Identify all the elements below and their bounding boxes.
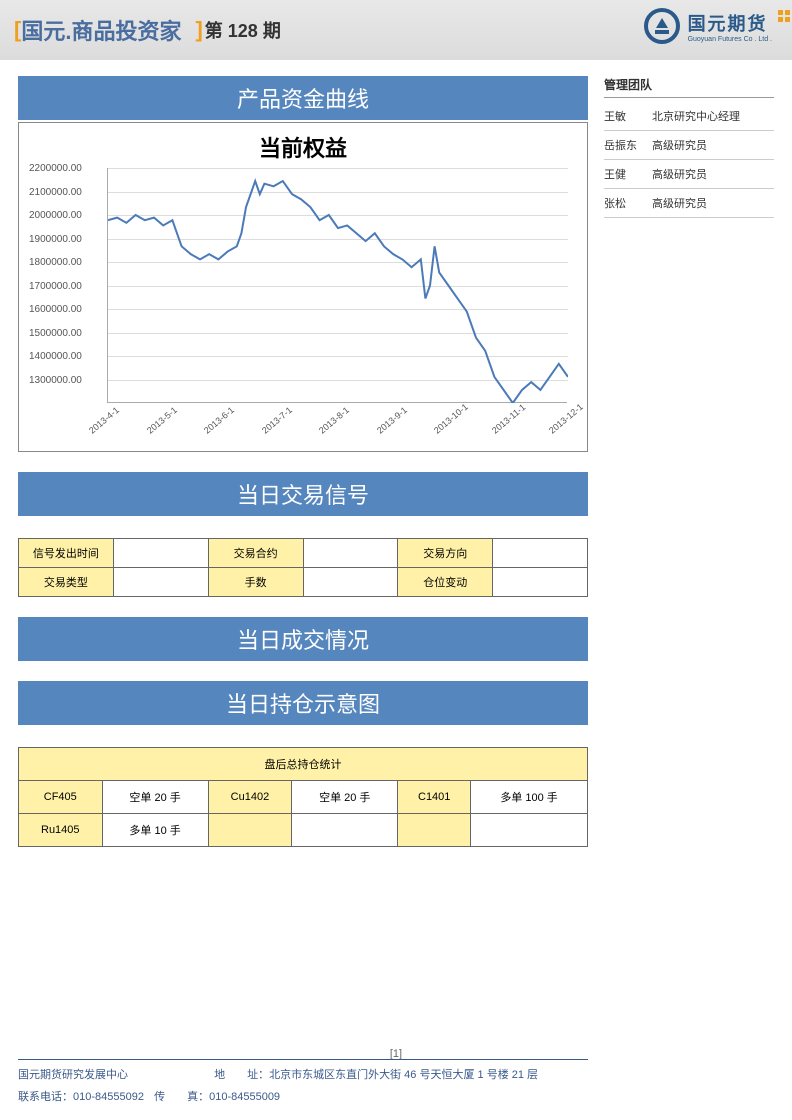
x-tick: 2013-12-1: [547, 402, 585, 436]
holding-cell: [471, 814, 588, 847]
sidebar: 管理团队 王敏北京研究中心经理岳振东高级研究员王健高级研究员张松高级研究员: [604, 76, 774, 847]
logo-icon: [644, 8, 680, 44]
signal-cell: 交易方向: [398, 539, 493, 568]
holding-cell: CF405: [19, 781, 103, 814]
team-member: 王健高级研究员: [604, 160, 774, 189]
y-tick: 1300000.00: [29, 375, 82, 399]
y-tick: 1700000.00: [29, 281, 82, 305]
equity-chart: 当前权益 2200000.002100000.002000000.0019000…: [18, 122, 588, 452]
footer-org: 国元期货研究发展中心: [18, 1069, 128, 1081]
x-tick: 2013-7-1: [260, 405, 294, 436]
holding-cell: Cu1402: [208, 781, 292, 814]
chart-title: 当前权益: [19, 131, 587, 163]
x-axis: 2013-4-12013-5-12013-6-12013-7-12013-8-1…: [97, 408, 577, 448]
team-header: 管理团队: [604, 76, 774, 98]
signal-cell: [113, 539, 208, 568]
signal-cell: [303, 568, 398, 597]
equity-line: [108, 181, 568, 403]
member-name: 王敏: [604, 108, 652, 124]
holding-cell: 空单 20 手: [292, 781, 398, 814]
company-logo: 国元期货 Guoyuan Futures Co . Ltd .: [644, 8, 772, 44]
signal-table: 信号发出时间 交易合约 交易方向 交易类型 手数 仓位变动: [18, 538, 588, 597]
holding-cell: [208, 814, 292, 847]
x-tick: 2013-10-1: [432, 402, 470, 436]
signal-cell: [493, 568, 588, 597]
x-tick: 2013-4-1: [87, 405, 121, 436]
holding-cell: [398, 814, 471, 847]
footer-addr-label: 地 址：: [214, 1069, 269, 1081]
y-tick: 1500000.00: [29, 328, 82, 352]
team-member: 王敏北京研究中心经理: [604, 102, 774, 131]
plot-area: [107, 168, 567, 403]
logo-dots-icon: [778, 10, 790, 22]
holding-cell: [292, 814, 398, 847]
signal-cell: 信号发出时间: [19, 539, 114, 568]
bracket-close: ]: [195, 17, 202, 43]
y-axis: 2200000.002100000.002000000.001900000.00…: [29, 163, 82, 398]
footer-addr: 北京市东城区东直门外大街 46 号天恒大厦 1 号楼 21 层: [269, 1069, 538, 1081]
x-tick: 2013-5-1: [145, 405, 179, 436]
member-name: 岳振东: [604, 137, 652, 153]
section-transactions: 当日成交情况: [18, 617, 588, 661]
signal-cell: [303, 539, 398, 568]
holding-cell: 多单 100 手: [471, 781, 588, 814]
x-tick: 2013-6-1: [202, 405, 236, 436]
signal-cell: 交易类型: [19, 568, 114, 597]
member-role: 北京研究中心经理: [652, 108, 740, 124]
y-tick: 1800000.00: [29, 257, 82, 281]
main-column: 产品资金曲线 当前权益 2200000.002100000.002000000.…: [18, 76, 588, 847]
issue-number: 第 128 期: [205, 17, 281, 43]
report-title: 国元.商品投资家: [21, 14, 181, 46]
holding-cell: 空单 20 手: [102, 781, 208, 814]
signal-cell: 仓位变动: [398, 568, 493, 597]
y-tick: 2100000.00: [29, 187, 82, 211]
member-role: 高级研究员: [652, 195, 707, 211]
y-tick: 2200000.00: [29, 163, 82, 187]
y-tick: 1400000.00: [29, 351, 82, 375]
x-tick: 2013-8-1: [317, 405, 351, 436]
member-name: 王健: [604, 166, 652, 182]
y-tick: 1900000.00: [29, 234, 82, 258]
holding-cell: Ru1405: [19, 814, 103, 847]
signal-cell: 手数: [208, 568, 303, 597]
member-role: 高级研究员: [652, 166, 707, 182]
top-banner: [ 国元.商品投资家 ] 第 128 期 国元期货 Guoyuan Future…: [0, 0, 792, 60]
y-tick: 1600000.00: [29, 304, 82, 328]
logo-en-text: Guoyuan Futures Co . Ltd .: [688, 36, 772, 43]
signal-cell: 交易合约: [208, 539, 303, 568]
holding-cell: C1401: [398, 781, 471, 814]
footer-tel-label: 联系电话：: [18, 1091, 73, 1103]
signal-cell: [113, 568, 208, 597]
holding-header: 盘后总持仓统计: [19, 748, 588, 781]
footer-tel: 010-84555092: [73, 1091, 144, 1103]
section-signals: 当日交易信号: [18, 472, 588, 516]
section-capital-curve: 产品资金曲线: [18, 76, 588, 120]
team-member: 张松高级研究员: [604, 189, 774, 218]
holding-table: 盘后总持仓统计 CF405空单 20 手Cu1402空单 20 手C1401多单…: [18, 747, 588, 847]
footer: 国元期货研究发展中心 地 址：北京市东城区东直门外大街 46 号天恒大厦 1 号…: [18, 1059, 588, 1110]
member-role: 高级研究员: [652, 137, 707, 153]
y-tick: 2000000.00: [29, 210, 82, 234]
footer-fax: 010-84555009: [209, 1091, 280, 1103]
team-member: 岳振东高级研究员: [604, 131, 774, 160]
x-tick: 2013-11-1: [490, 402, 527, 436]
logo-cn-text: 国元期货: [688, 10, 772, 36]
section-holdings: 当日持仓示意图: [18, 681, 588, 725]
x-tick: 2013-9-1: [375, 405, 409, 436]
holding-cell: 多单 10 手: [102, 814, 208, 847]
signal-cell: [493, 539, 588, 568]
bracket-open: [: [14, 17, 21, 43]
footer-fax-label: 传 真：: [154, 1091, 209, 1103]
member-name: 张松: [604, 195, 652, 211]
